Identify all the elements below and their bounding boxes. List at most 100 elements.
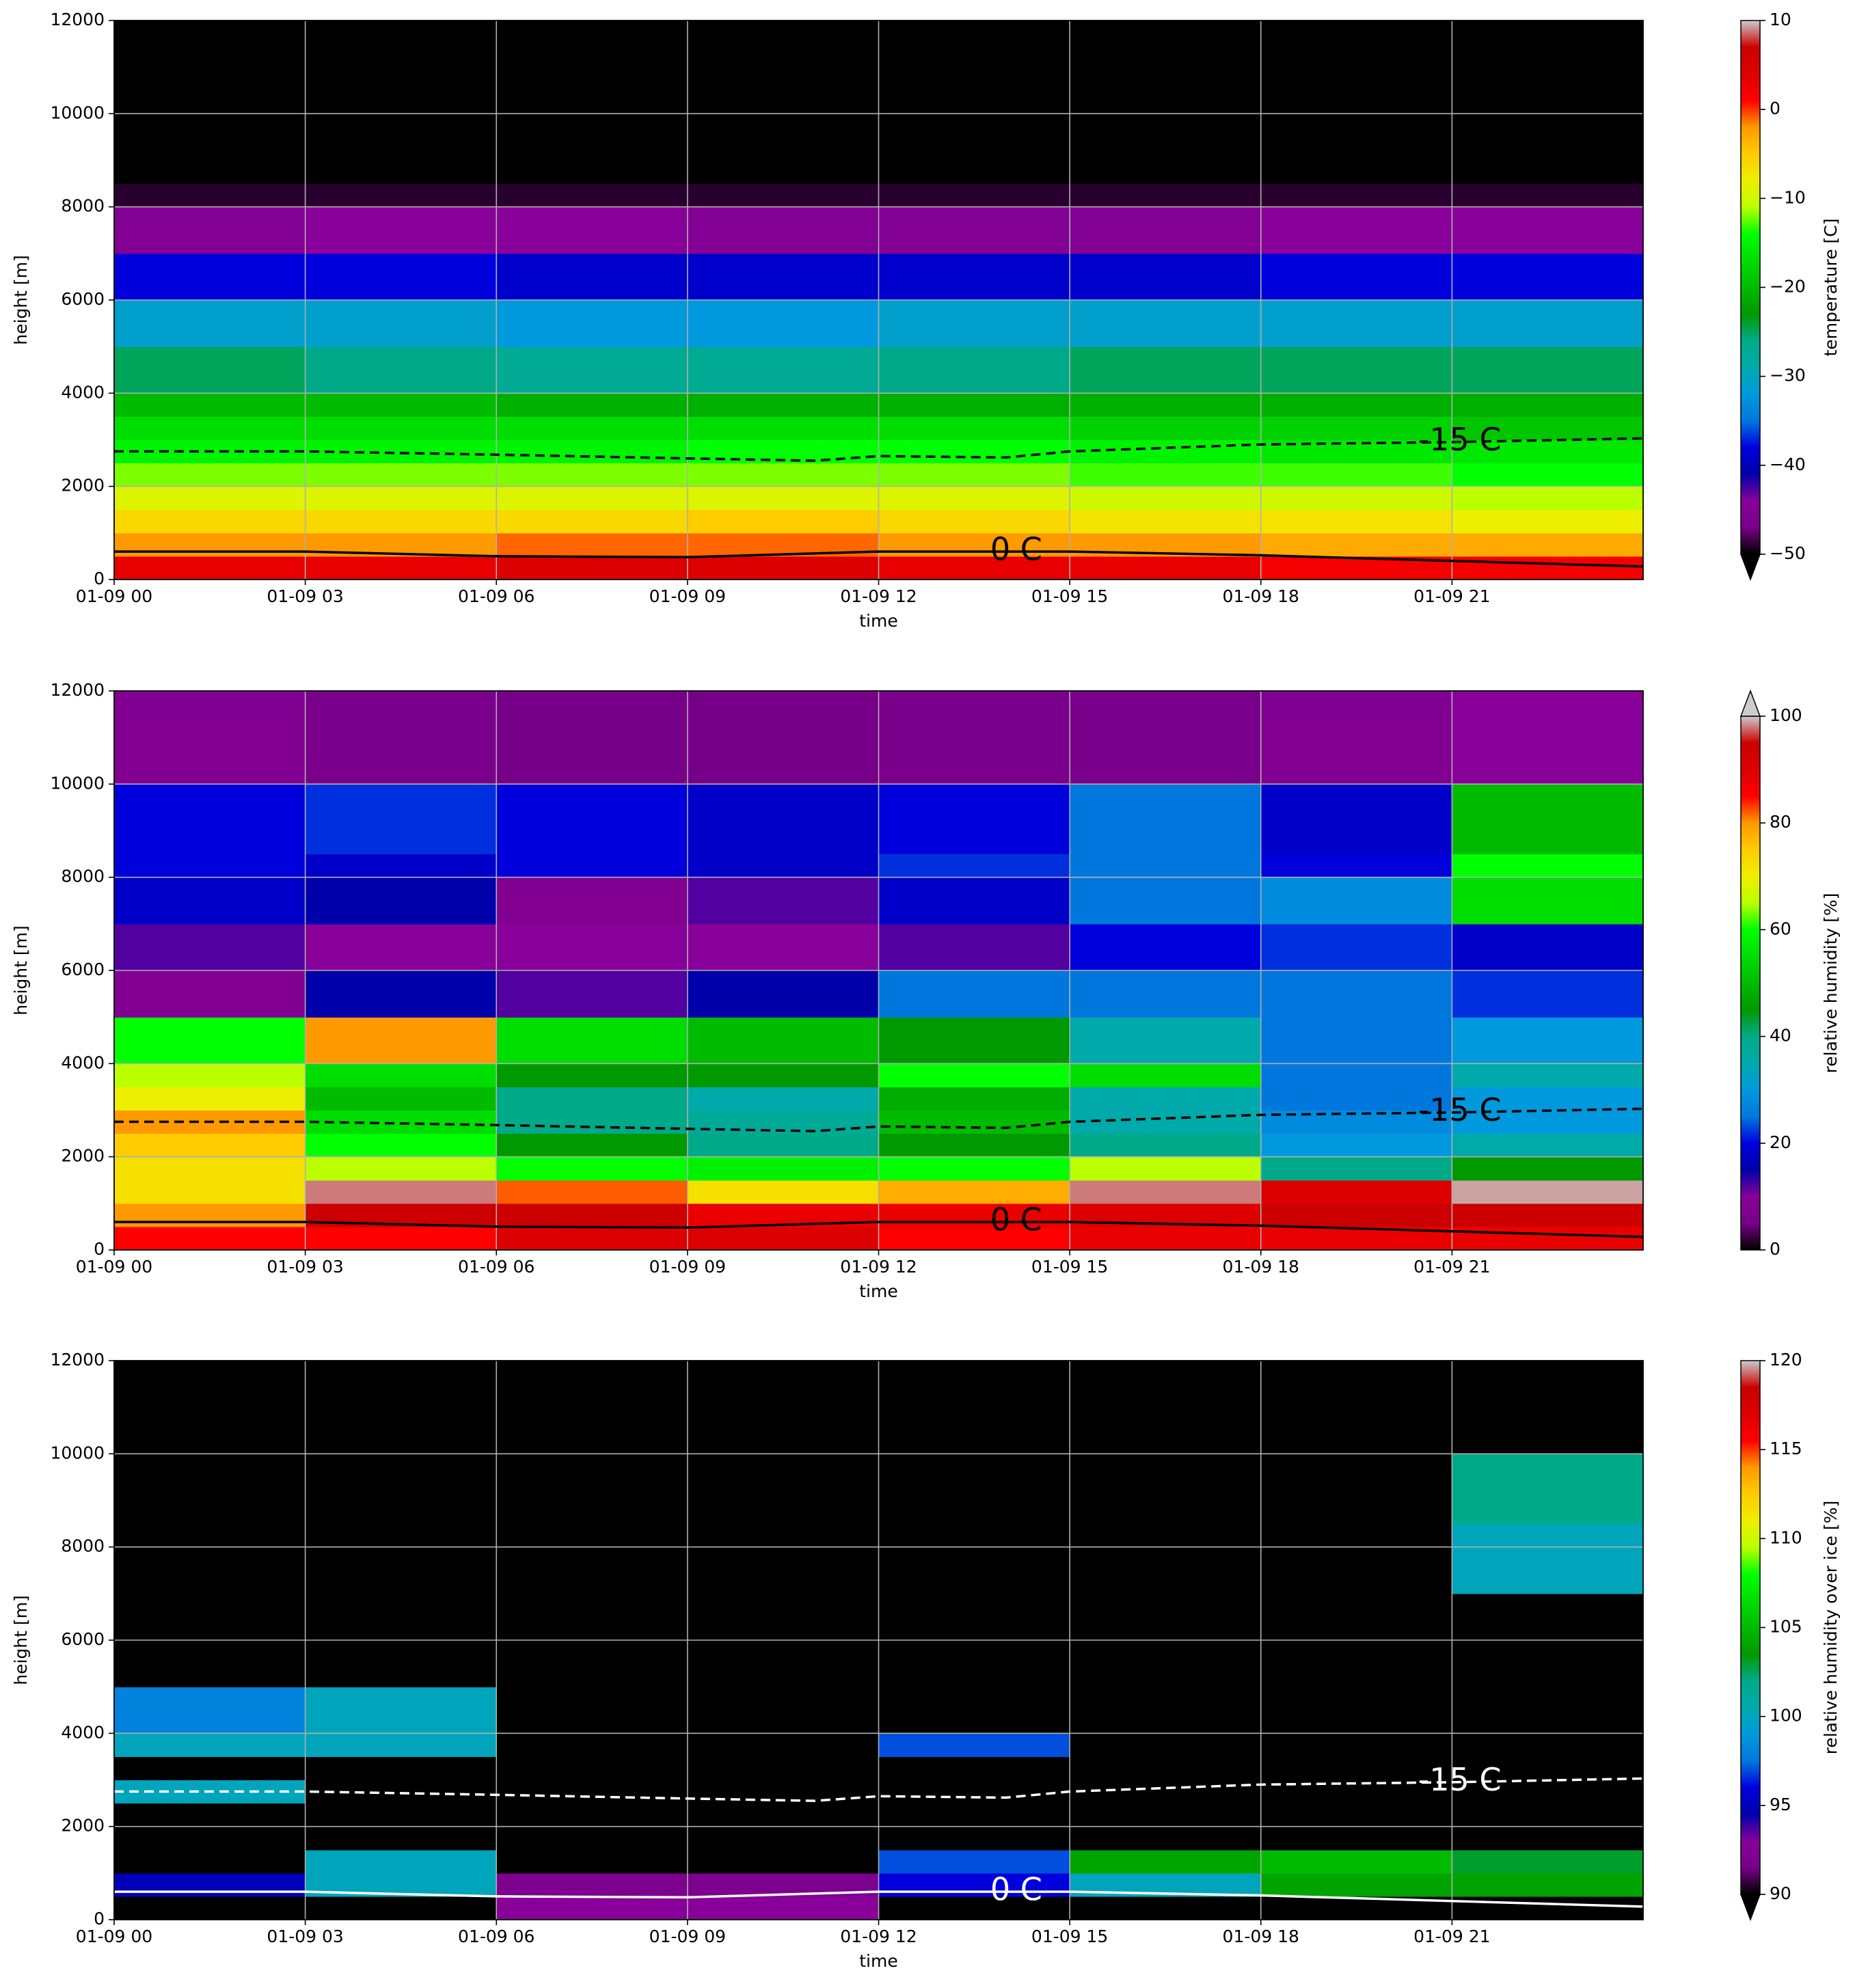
x-tick-label: 01-09 21: [1413, 1926, 1490, 1946]
x-tick-label: 01-09 03: [267, 586, 343, 606]
heatmap-cell: [687, 1087, 880, 1111]
contour-label: -15 C: [1418, 421, 1502, 458]
heatmap-cell: [1260, 416, 1452, 441]
heatmap-cell: [1260, 854, 1452, 878]
heatmap-cell: [305, 206, 497, 254]
heatmap-cell: [687, 21, 880, 114]
heatmap-cell: [496, 1133, 688, 1158]
heatmap-cell: [305, 970, 497, 1018]
heatmap-cell: [496, 1733, 688, 1758]
heatmap-cell: [878, 1803, 1070, 1827]
heatmap-cell: [496, 784, 688, 855]
heatmap-cell: [114, 300, 306, 347]
heatmap-cell: [1452, 923, 1644, 971]
heatmap-cell: [878, 113, 1070, 185]
y-tick-label: 6000: [61, 1629, 105, 1649]
heatmap-cell: [1452, 300, 1644, 347]
heatmap-cell: [1260, 346, 1452, 394]
heatmap-cell: [1260, 486, 1452, 510]
heatmap-cell: [305, 1180, 497, 1204]
heatmap-cell: [1260, 21, 1452, 114]
heatmap-cell: [1070, 970, 1262, 1018]
heatmap-cell: [305, 1640, 497, 1687]
contour-label: 0 C: [990, 531, 1042, 568]
heatmap-cell: [1452, 486, 1644, 510]
heatmap-cell: [687, 854, 880, 878]
heatmap-cell: [1452, 1087, 1644, 1111]
heatmap-cell: [305, 1063, 497, 1088]
colorbar-tick-label: 10: [1770, 10, 1791, 29]
heatmap-cell: [878, 1133, 1070, 1158]
y-tick-label: 6000: [61, 289, 105, 309]
heatmap-cell: [496, 463, 688, 487]
x-tick-label: 01-09 12: [840, 1257, 917, 1277]
heatmap-cell: [496, 556, 688, 580]
heatmap-cell: [687, 1849, 880, 1874]
heatmap-cell: [878, 854, 1070, 878]
colorbar-tick-label: −50: [1770, 543, 1806, 563]
heatmap-cell: [687, 1133, 880, 1158]
heatmap-cell: [1452, 1687, 1644, 1734]
colorbar-tick-label: 100: [1770, 705, 1802, 725]
colorbar-label: temperature [C]: [1821, 218, 1841, 356]
heatmap-cell: [1452, 1063, 1644, 1088]
heatmap-cell: [114, 1454, 306, 1525]
heatmap-cell: [687, 416, 880, 441]
heatmap-cell: [687, 1180, 880, 1204]
panel: -15 C 0 C 01-09 00 01-09 03 01-09 06 01-09 09…: [11, 1350, 1841, 1971]
heatmap-cell: [687, 486, 880, 510]
colorbar: [1740, 716, 1761, 1251]
heatmap-cell: [305, 21, 497, 114]
heatmap-cell: [1070, 1523, 1262, 1548]
heatmap-cell: [496, 1226, 688, 1251]
heatmap-cell: [1452, 1454, 1644, 1525]
heatmap-cell: [1452, 877, 1644, 925]
heatmap-cell: [496, 300, 688, 347]
heatmap-cell: [878, 1733, 1070, 1758]
heatmap-cell: [1452, 1873, 1644, 1897]
heatmap-cell: [1452, 509, 1644, 534]
heatmap-cell: [114, 1133, 306, 1158]
heatmap-cell: [305, 1110, 497, 1134]
heatmap-cell: [1260, 877, 1452, 925]
heatmap-cell: [1260, 1687, 1452, 1734]
heatmap-cell: [305, 300, 497, 347]
heatmap-cell: [878, 1593, 1070, 1641]
colorbar-tick-label: 40: [1770, 1026, 1791, 1046]
heatmap-cell: [1070, 556, 1262, 580]
heatmap-cell: [687, 206, 880, 254]
heatmap-cell: [1452, 1547, 1644, 1594]
heatmap-cell: [305, 1687, 497, 1734]
y-tick-label: 2000: [61, 476, 105, 495]
colorbar-tick-label: 80: [1770, 812, 1791, 832]
heatmap-cell: [114, 923, 306, 971]
y-tick-label: 10000: [50, 1443, 105, 1462]
heatmap-cell: [687, 1063, 880, 1088]
heatmap-cell: [1260, 1361, 1452, 1454]
heatmap-cell: [1070, 1896, 1262, 1920]
contour-label: 0 C: [990, 1201, 1042, 1238]
colorbar-tick-label: −30: [1770, 366, 1806, 385]
heatmap-cell: [1260, 1756, 1452, 1781]
heatmap-cell: [114, 1180, 306, 1204]
contour-line: [114, 1221, 1644, 1238]
heatmap-cell: [114, 1733, 306, 1758]
heatmap-cell: [687, 877, 880, 925]
y-tick-label: 2000: [61, 1146, 105, 1166]
colorbar-tick-label: −40: [1770, 454, 1806, 474]
heatmap-cell: [878, 1640, 1070, 1687]
heatmap-cell: [1260, 393, 1452, 418]
x-tick-label: 01-09 00: [76, 586, 152, 606]
heatmap-cell: [305, 253, 497, 301]
heatmap-cell: [496, 1547, 688, 1594]
heatmap-cell: [114, 1226, 306, 1251]
heatmap-cell: [496, 393, 688, 418]
heatmap-cell: [114, 1523, 306, 1548]
heatmap-cell: [1070, 1087, 1262, 1111]
heatmap-cell: [496, 1826, 688, 1851]
heatmap-cell: [114, 1017, 306, 1064]
heatmap-cell: [1070, 1063, 1262, 1088]
heatmap-cell: [687, 1226, 880, 1251]
y-tick-label: 10000: [50, 103, 105, 122]
heatmap-cell: [1260, 1087, 1452, 1111]
